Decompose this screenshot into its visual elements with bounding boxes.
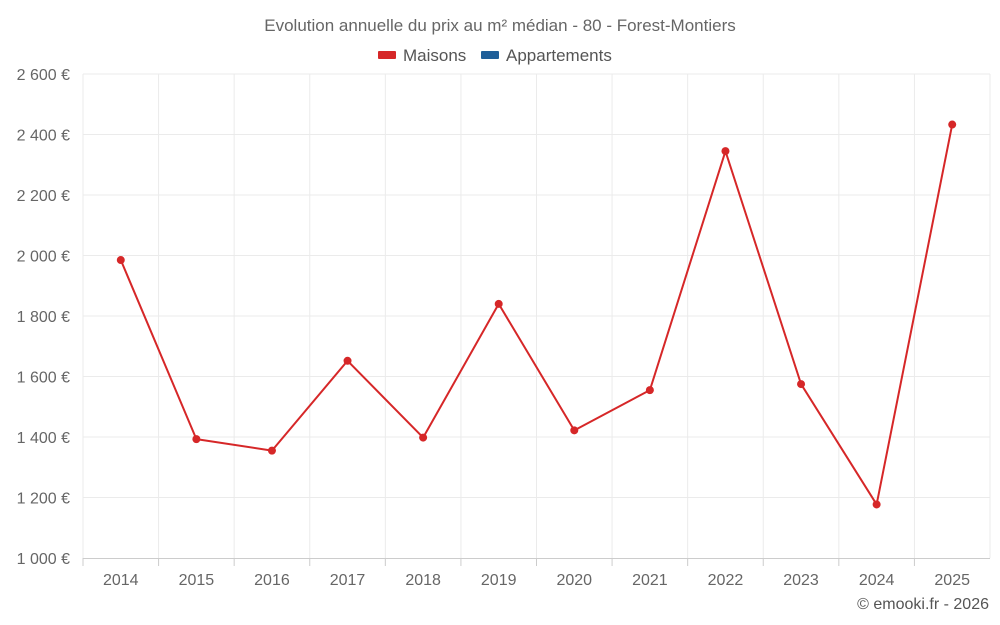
credit: © emooki.fr - 2026	[857, 596, 989, 613]
series	[116, 120, 957, 509]
x-tick-label: 2025	[934, 572, 970, 589]
y-tick-label: 1 600 €	[17, 370, 70, 387]
legend-item-appartements[interactable]: Appartements	[481, 46, 612, 65]
y-tick-label: 2 000 €	[17, 249, 70, 266]
x-tick-label: 2019	[481, 572, 517, 589]
legend-label-appartements: Appartements	[506, 46, 612, 65]
y-tick-label: 2 600 €	[17, 67, 70, 84]
x-tick-label: 2023	[783, 572, 819, 589]
x-tick-label: 2018	[405, 572, 441, 589]
data-point[interactable]	[419, 433, 428, 442]
x-tick-label: 2022	[708, 572, 744, 589]
y-tick-label: 1 200 €	[17, 491, 70, 508]
data-point[interactable]	[116, 256, 125, 265]
grid	[82, 73, 991, 558]
x-tick-label: 2014	[103, 572, 139, 589]
y-tick-label: 2 200 €	[17, 188, 70, 205]
legend-swatch-appartements	[481, 51, 499, 59]
x-tick-label: 2015	[179, 572, 215, 589]
x-tick-label: 2016	[254, 572, 290, 589]
data-point[interactable]	[721, 147, 730, 156]
x-tick-label: 2020	[556, 572, 592, 589]
legend-label-maisons: Maisons	[403, 46, 466, 65]
chart-title: Evolution annuelle du prix au m² médian …	[264, 16, 736, 35]
data-point[interactable]	[494, 299, 503, 308]
data-point[interactable]	[872, 500, 881, 509]
x-tick-label: 2024	[859, 572, 895, 589]
tick-labels: 1 000 € 1 200 € 1 400 € 1 600 € 1 800 € 2 000…	[17, 67, 970, 589]
series-maisons	[116, 120, 957, 509]
y-tick-label: 2 400 €	[17, 128, 70, 145]
data-point[interactable]	[645, 386, 654, 395]
y-tick-label: 1 000 €	[17, 551, 70, 568]
axes	[82, 558, 990, 566]
x-tick-label: 2017	[330, 572, 366, 589]
data-point[interactable]	[797, 380, 806, 389]
legend-swatch-maisons	[378, 51, 396, 59]
data-point[interactable]	[570, 426, 579, 435]
data-point[interactable]	[343, 356, 352, 365]
legend-item-maisons[interactable]: Maisons	[378, 46, 466, 65]
x-tick-label: 2021	[632, 572, 668, 589]
data-point[interactable]	[948, 120, 957, 129]
series-line-maisons	[119, 124, 954, 506]
y-tick-label: 1 800 €	[17, 309, 70, 326]
data-point[interactable]	[192, 435, 201, 444]
y-tick-label: 1 400 €	[17, 430, 70, 447]
legend: Maisons Appartements	[378, 46, 612, 65]
data-point[interactable]	[267, 446, 276, 455]
